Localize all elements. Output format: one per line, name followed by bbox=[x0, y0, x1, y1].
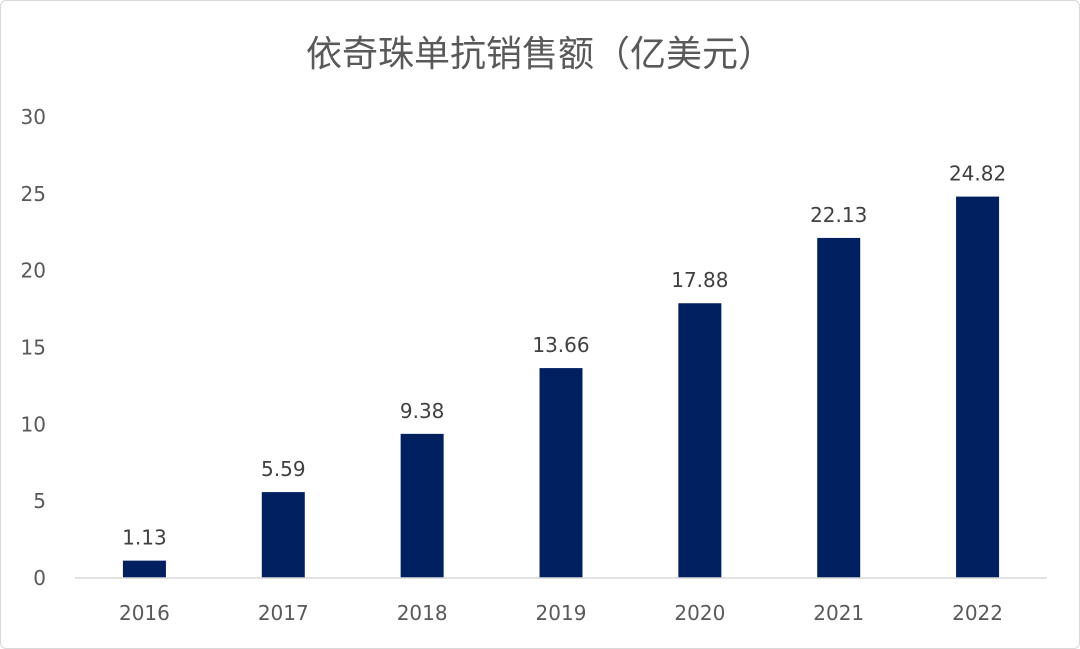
bar bbox=[817, 237, 861, 578]
data-labels: 1.13 5.59 9.38 13.66 17.88 22.13 24.82 bbox=[122, 162, 1006, 550]
bar-value-label: 9.38 bbox=[400, 399, 445, 423]
y-tick-label: 0 bbox=[33, 566, 46, 590]
bar bbox=[539, 368, 583, 578]
x-tick-label: 2019 bbox=[536, 601, 587, 625]
x-tick-label: 2021 bbox=[813, 601, 864, 625]
y-tick-label: 10 bbox=[21, 412, 46, 436]
bar-series bbox=[122, 196, 1000, 578]
x-tick-label: 2016 bbox=[119, 601, 170, 625]
x-tick-label: 2018 bbox=[397, 601, 448, 625]
bar-value-label: 22.13 bbox=[810, 203, 867, 227]
y-tick-label: 20 bbox=[21, 259, 46, 283]
y-tick-label: 30 bbox=[21, 105, 46, 129]
bar-value-label: 13.66 bbox=[532, 333, 589, 357]
bar-value-label: 24.82 bbox=[949, 162, 1006, 186]
bar-value-label: 17.88 bbox=[671, 268, 728, 292]
bar-value-label: 5.59 bbox=[261, 457, 306, 481]
y-axis-ticks: 0 5 10 15 20 25 30 bbox=[21, 105, 46, 590]
bar bbox=[678, 303, 722, 578]
y-tick-label: 15 bbox=[21, 336, 46, 360]
x-axis-ticks: 2016 2017 2018 2019 2020 2021 2022 bbox=[119, 601, 1003, 625]
x-tick-label: 2022 bbox=[952, 601, 1003, 625]
x-tick-label: 2020 bbox=[674, 601, 725, 625]
y-tick-label: 25 bbox=[21, 182, 46, 206]
x-tick-label: 2017 bbox=[258, 601, 309, 625]
bar bbox=[400, 433, 444, 578]
bar-value-label: 1.13 bbox=[122, 526, 167, 550]
bar bbox=[122, 560, 166, 578]
bar bbox=[261, 492, 305, 578]
y-tick-label: 5 bbox=[33, 489, 46, 513]
bar bbox=[956, 196, 1000, 578]
chart-title: 依奇珠单抗销售额（亿美元） bbox=[306, 34, 774, 75]
